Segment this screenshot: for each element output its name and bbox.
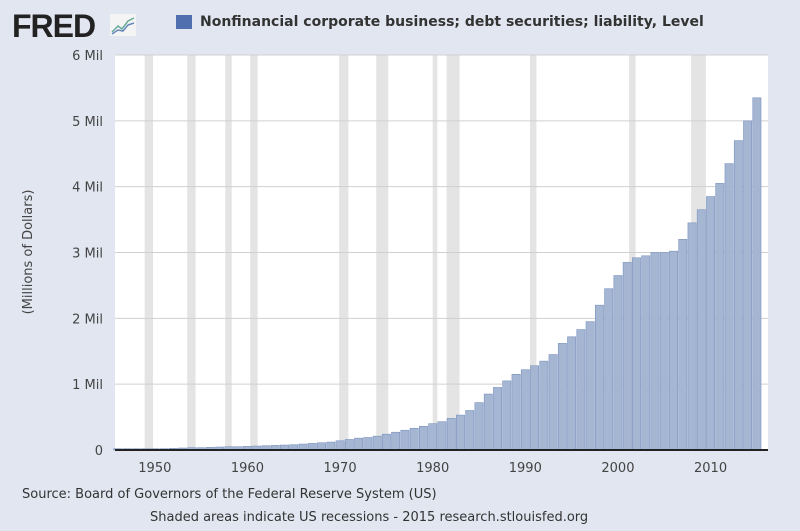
data-bar xyxy=(344,439,354,451)
data-bar xyxy=(613,275,623,451)
data-bar xyxy=(493,387,502,451)
y-tick-label: 3 Mil xyxy=(72,247,103,262)
data-bar xyxy=(372,435,382,451)
data-bar xyxy=(539,360,549,451)
data-bar xyxy=(381,433,391,451)
source-text: Source: Board of Governors of the Federa… xyxy=(22,487,437,502)
data-bar xyxy=(678,239,688,451)
data-bar xyxy=(335,440,345,451)
x-tick-label: 1990 xyxy=(509,461,542,476)
data-bar xyxy=(363,437,373,451)
data-bar xyxy=(326,441,336,451)
data-bar xyxy=(594,304,604,451)
data-bar xyxy=(419,425,428,451)
y-tick-label: 0 xyxy=(95,444,103,459)
data-bar xyxy=(733,140,743,451)
y-tick-labels: 0 1 Mil 2 Mil 3 Mil 4 Mil 5 Mil 6 Mil xyxy=(72,49,103,459)
x-tick-label: 1950 xyxy=(138,461,171,476)
y-tick-label: 2 Mil xyxy=(72,312,103,327)
legend-swatch xyxy=(176,15,192,29)
data-bar xyxy=(502,380,512,451)
data-bar xyxy=(715,183,725,451)
data-bar xyxy=(548,354,558,451)
data-bar xyxy=(354,437,364,451)
data-bar xyxy=(752,97,762,451)
data-bar xyxy=(622,262,632,451)
data-bar xyxy=(400,429,410,451)
x-tick-label: 1960 xyxy=(231,461,264,476)
data-bar xyxy=(576,329,586,451)
data-bar xyxy=(659,252,669,451)
y-tick-label: 1 Mil xyxy=(72,378,103,393)
data-bar xyxy=(530,365,540,451)
data-bar xyxy=(632,257,641,451)
data-bar xyxy=(511,373,521,451)
data-bar xyxy=(465,410,475,451)
data-bar xyxy=(428,423,438,451)
data-bar xyxy=(520,369,530,451)
data-bar xyxy=(724,163,734,451)
y-tick-label: 5 Mil xyxy=(72,115,103,130)
data-bar xyxy=(641,255,651,451)
data-bar xyxy=(317,442,326,451)
data-bar xyxy=(409,427,419,451)
data-bar xyxy=(706,196,716,451)
recession-note: Shaded areas indicate US recessions - 20… xyxy=(150,510,589,525)
legend-label: Nonfinancial corporate business; debt se… xyxy=(200,14,704,30)
x-tick-label: 2010 xyxy=(694,461,727,476)
data-bar xyxy=(456,414,465,451)
data-bar xyxy=(743,120,753,451)
data-bar xyxy=(557,343,567,451)
data-bar xyxy=(604,288,614,451)
data-bar xyxy=(483,393,493,451)
y-axis-label: (Millions of Dollars) xyxy=(21,190,36,315)
x-tick-labels: 1950 1960 1970 1980 1990 2000 2010 xyxy=(138,461,727,476)
data-bar xyxy=(446,418,456,451)
data-bar xyxy=(391,431,401,451)
data-bar xyxy=(585,321,595,451)
x-tick-label: 1980 xyxy=(416,461,449,476)
data-bar xyxy=(437,421,447,451)
fred-logo: FRED xyxy=(12,8,96,44)
x-tick-label: 2000 xyxy=(601,461,634,476)
chart-legend[interactable]: Nonfinancial corporate business; debt se… xyxy=(176,14,704,30)
y-tick-label: 6 Mil xyxy=(72,49,103,64)
data-bar xyxy=(669,250,678,451)
data-bar xyxy=(687,222,697,451)
data-bar xyxy=(696,209,706,451)
x-tick-label: 1970 xyxy=(324,461,357,476)
y-tick-label: 4 Mil xyxy=(72,181,103,196)
data-bar xyxy=(650,252,660,451)
fred-chart-icon xyxy=(110,14,136,36)
data-bar xyxy=(567,336,577,451)
data-bar xyxy=(474,402,484,451)
